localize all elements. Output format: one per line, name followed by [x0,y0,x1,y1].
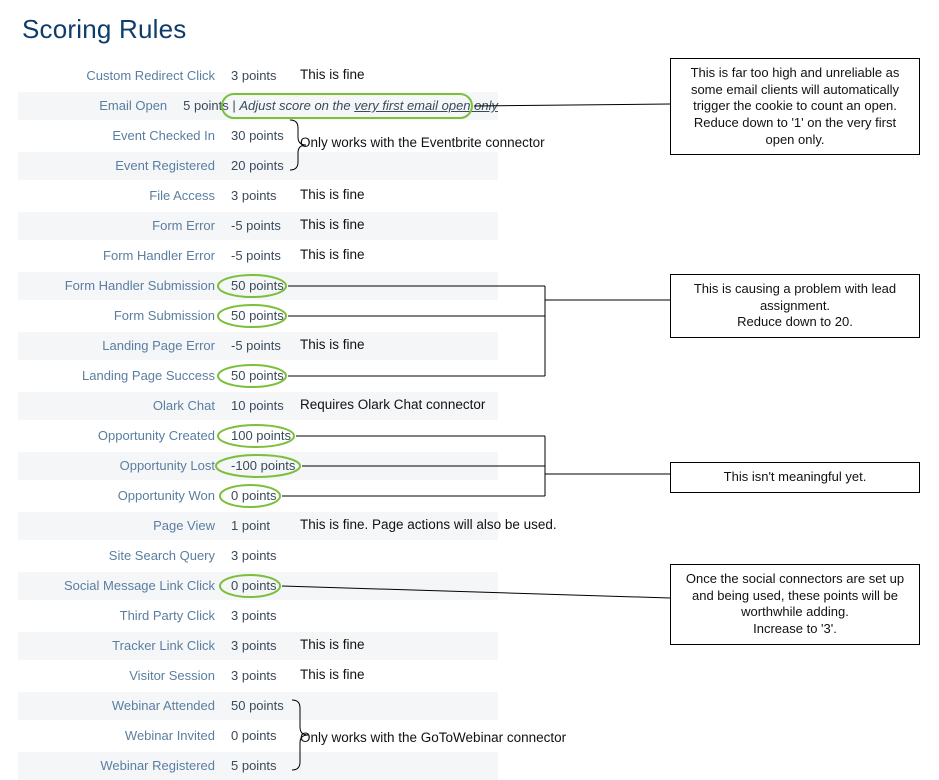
inline-annotation: This is fine. Page actions will also be … [300,517,557,532]
rule-label: Email Open [18,92,175,120]
rule-points: 30 points [223,122,284,150]
rule-points: 5 points [223,752,277,780]
scoring-rule-row: Social Message Link Click0 points [18,572,498,600]
rule-points: 3 points [223,662,277,690]
rule-label: Webinar Invited [18,722,223,750]
callout-box: This is causing a problem with lead assi… [670,274,920,338]
rule-label: Tracker Link Click [18,632,223,660]
rule-label: Form Handler Error [18,242,223,270]
inline-annotation: This is fine [300,637,365,652]
scoring-rule-row: Tracker Link Click3 points [18,632,498,660]
rule-points: -100 points [223,452,295,480]
scoring-rule-row: Email Open5 points | Adjust score on the… [18,92,498,120]
scoring-rule-row: Landing Page Success50 points [18,362,498,390]
rule-points: -5 points [223,332,281,360]
rule-points: 1 point [223,512,270,540]
rule-points: -5 points [223,212,281,240]
rule-label: Opportunity Won [18,482,223,510]
scoring-rule-row: Opportunity Lost-100 points [18,452,498,480]
rule-points: 5 points | Adjust score on the very firs… [175,92,498,120]
rule-points: 3 points [223,542,277,570]
page-title: Scoring Rules [22,14,186,45]
group-annotation: Only works with the GoToWebinar connecto… [300,730,566,745]
rule-points: 0 points [223,572,277,600]
rule-label: Visitor Session [18,662,223,690]
inline-annotation: This is fine [300,247,365,262]
rule-label: Social Message Link Click [18,572,223,600]
group-annotation: Only works with the Eventbrite connector [300,135,545,150]
scoring-rule-row: Third Party Click3 points [18,602,498,630]
scoring-rule-row: Site Search Query3 points [18,542,498,570]
rule-points: 50 points [223,362,284,390]
rule-label: Form Handler Submission [18,272,223,300]
rule-points: -5 points [223,242,281,270]
scoring-rule-row: Form Handler Error-5 points [18,242,498,270]
rule-points: 3 points [223,602,277,630]
scoring-rule-row: Webinar Attended50 points [18,692,498,720]
scoring-rule-row: Opportunity Won0 points [18,482,498,510]
scoring-rule-row: Form Error-5 points [18,212,498,240]
rule-label: Page View [18,512,223,540]
callout-box: This isn't meaningful yet. [670,462,920,493]
scoring-rule-row: Visitor Session3 points [18,662,498,690]
scoring-rule-row: Landing Page Error-5 points [18,332,498,360]
scoring-rule-row: File Access3 points [18,182,498,210]
scoring-rule-row: Event Registered20 points [18,152,498,180]
scoring-rule-row: Webinar Registered5 points [18,752,498,780]
rule-label: Form Error [18,212,223,240]
rule-label: Landing Page Success [18,362,223,390]
rule-label: Event Checked In [18,122,223,150]
rule-label: Site Search Query [18,542,223,570]
rule-label: Landing Page Error [18,332,223,360]
rule-points: 100 points [223,422,291,450]
rule-points: 50 points [223,692,284,720]
rule-points: 3 points [223,62,277,90]
rule-points: 10 points [223,392,284,420]
inline-annotation: This is fine [300,187,365,202]
inline-annotation: This is fine [300,337,365,352]
rule-points: 50 points [223,302,284,330]
rule-points: 3 points [223,182,277,210]
rule-label: Event Registered [18,152,223,180]
rule-label: Webinar Registered [18,752,223,780]
rule-label: Olark Chat [18,392,223,420]
inline-annotation: Requires Olark Chat connector [300,397,485,412]
rule-points: 50 points [223,272,284,300]
rule-label: Custom Redirect Click [18,62,223,90]
scoring-rule-row: Custom Redirect Click3 points [18,62,498,90]
rule-label: Form Submission [18,302,223,330]
rule-points: 0 points [223,482,277,510]
rule-points: 3 points [223,632,277,660]
inline-annotation: This is fine [300,667,365,682]
rule-label: Opportunity Lost [18,452,223,480]
callout-box: Once the social connectors are set up an… [670,564,920,645]
scoring-rule-row: Form Handler Submission50 points [18,272,498,300]
rule-label: Third Party Click [18,602,223,630]
rule-label: Webinar Attended [18,692,223,720]
rule-points: 20 points [223,152,284,180]
inline-annotation: This is fine [300,67,365,82]
scoring-rule-row: Form Submission50 points [18,302,498,330]
rule-label: Opportunity Created [18,422,223,450]
rule-points: 0 points [223,722,277,750]
rule-label: File Access [18,182,223,210]
inline-annotation: This is fine [300,217,365,232]
scoring-rule-row: Opportunity Created100 points [18,422,498,450]
callout-box: This is far too high and unreliable as s… [670,58,920,155]
